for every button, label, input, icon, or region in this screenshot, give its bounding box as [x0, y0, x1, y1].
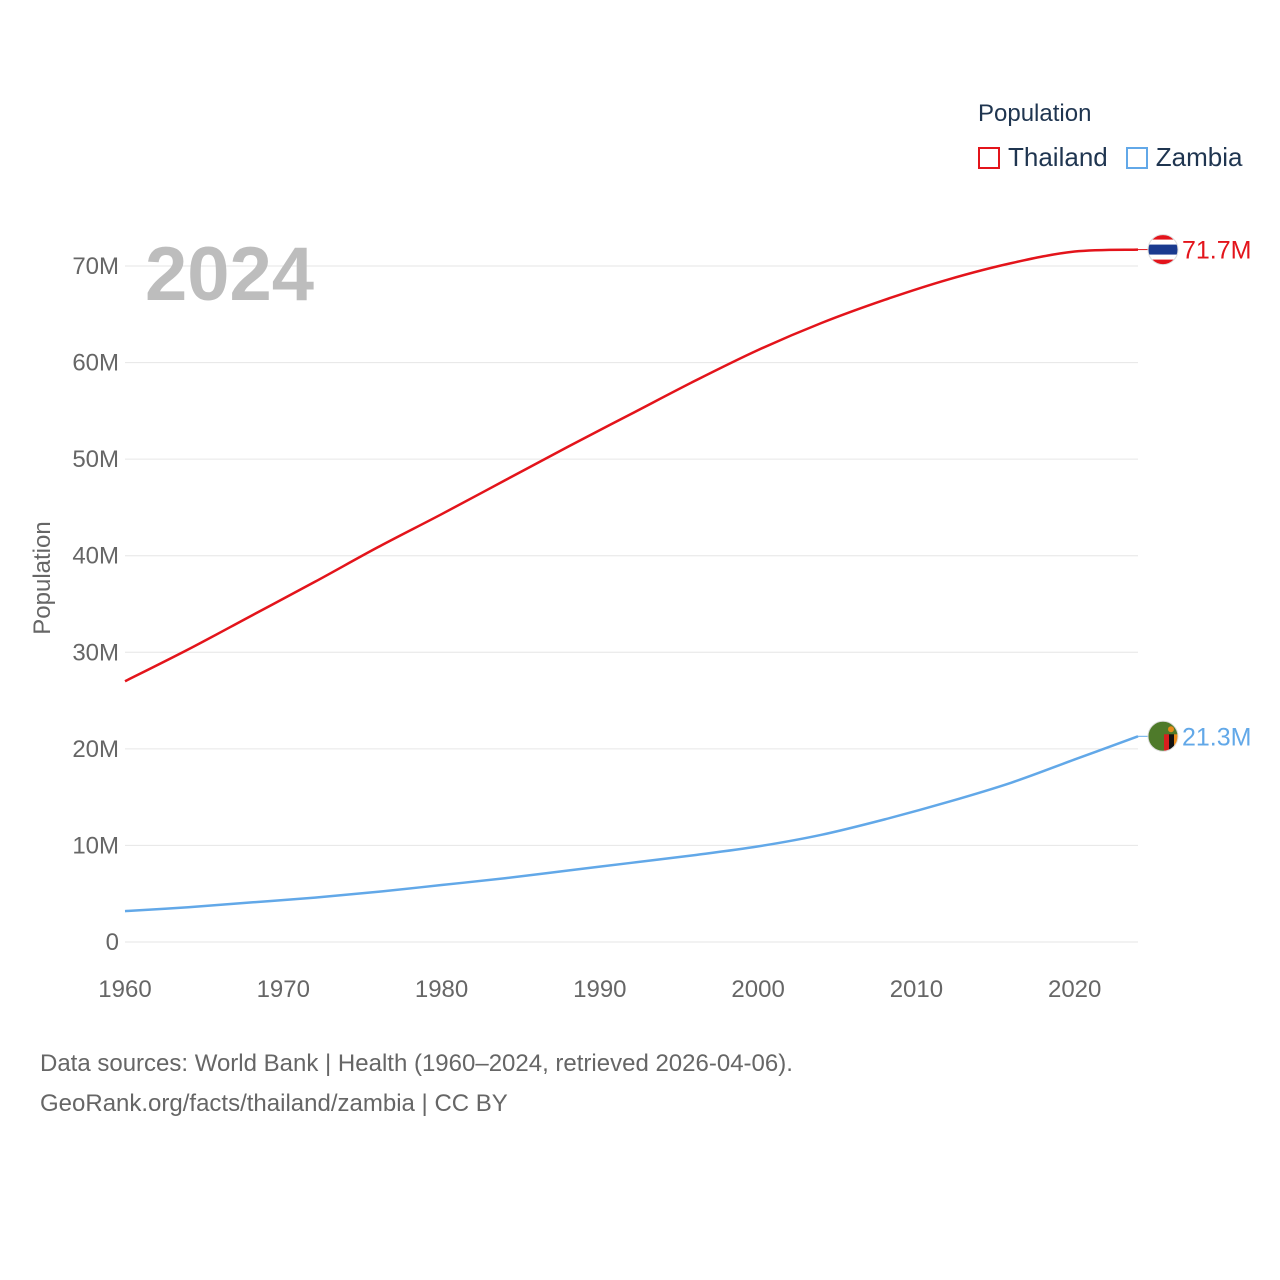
x-tick-label: 2000 — [731, 976, 784, 1003]
thailand-flag-icon — [1147, 234, 1179, 266]
footer: Data sources: World Bank | Health (1960–… — [40, 1044, 793, 1124]
legend-item-thailand[interactable]: Thailand — [978, 142, 1108, 173]
zambia-flag-icon — [1147, 720, 1179, 752]
legend: Thailand Zambia — [978, 142, 1260, 173]
x-tick-label: 1990 — [573, 976, 626, 1003]
attribution-link[interactable]: GeoRank.org/facts/thailand/zambia | CC B… — [40, 1090, 508, 1117]
x-tick-label: 1960 — [98, 976, 151, 1003]
y-tick-label: 40M — [72, 543, 119, 570]
series-line-zambia[interactable] — [124, 735, 1139, 913]
y-axis-label: Population — [29, 521, 56, 634]
y-tick-label: 60M — [72, 350, 119, 377]
y-tick-label: 70M — [72, 253, 119, 280]
y-tick-label: 0 — [106, 929, 119, 956]
y-tick-label: 10M — [72, 832, 119, 859]
legend-item-zambia[interactable]: Zambia — [1125, 142, 1243, 173]
legend-label-zambia: Zambia — [1155, 142, 1243, 172]
legend-swatch-thailand — [978, 146, 1000, 169]
x-axis-ticks: 1960 1970 1980 1990 2000 2010 2020 — [98, 976, 1101, 1003]
x-tick-label: 2010 — [890, 976, 943, 1003]
y-tick-label: 50M — [72, 446, 119, 473]
series-lines — [124, 248, 1139, 913]
year-label: 2024 — [145, 232, 314, 317]
end-value-label-thailand: 71.7M — [1182, 237, 1251, 265]
x-tick-label: 1980 — [415, 976, 468, 1003]
x-tick-label: 2020 — [1048, 976, 1101, 1003]
data-sources-text: Data sources: World Bank | Health (1960–… — [40, 1050, 793, 1077]
y-tick-label: 20M — [72, 736, 119, 763]
y-tick-label: 30M — [72, 639, 119, 666]
legend-title: Population — [978, 100, 1092, 127]
grid-lines — [125, 265, 1138, 943]
legend-swatch-zambia — [1125, 146, 1148, 169]
legend-label-thailand: Thailand — [1008, 142, 1108, 172]
y-axis-ticks: 0 10M 20M 30M 40M 50M 60M 70M — [72, 253, 119, 956]
x-tick-label: 1970 — [257, 976, 310, 1003]
series-line-thailand[interactable] — [124, 248, 1139, 683]
end-markers: 71.7M 21.3M — [1138, 234, 1251, 752]
end-value-label-zambia: 21.3M — [1182, 723, 1251, 751]
